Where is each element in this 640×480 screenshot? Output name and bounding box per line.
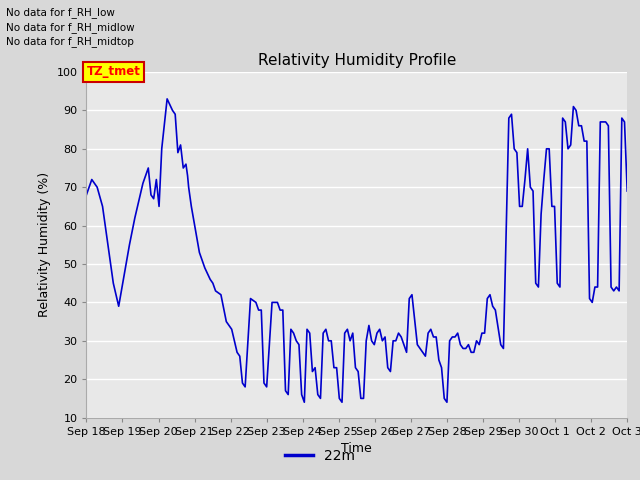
Text: TZ_tmet: TZ_tmet [86, 65, 140, 79]
Text: No data for f_RH_midtop: No data for f_RH_midtop [6, 36, 134, 47]
Title: Relativity Humidity Profile: Relativity Humidity Profile [258, 53, 456, 68]
X-axis label: Time: Time [341, 442, 372, 455]
Text: No data for f_RH_midlow: No data for f_RH_midlow [6, 22, 135, 33]
Legend: 22m: 22m [280, 443, 360, 468]
Text: No data for f_RH_low: No data for f_RH_low [6, 7, 115, 18]
Y-axis label: Relativity Humidity (%): Relativity Humidity (%) [38, 172, 51, 317]
